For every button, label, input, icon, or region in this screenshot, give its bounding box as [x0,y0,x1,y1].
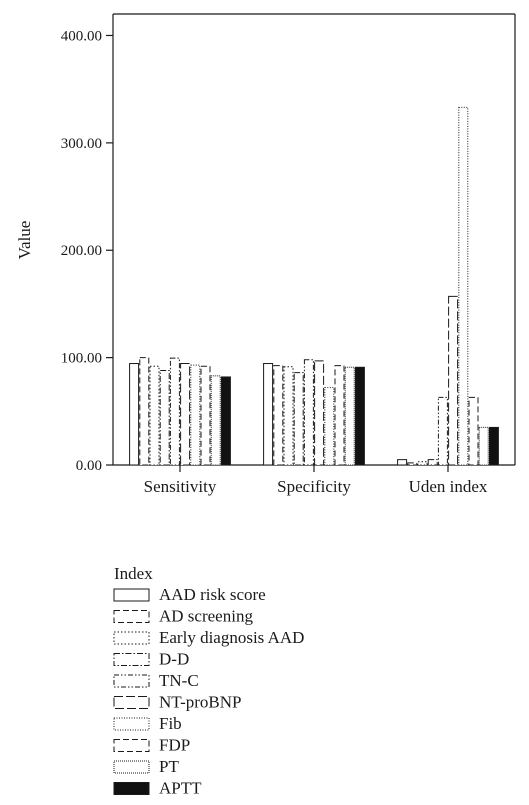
legend-label: TN-C [159,671,199,690]
bar-nt-probnp-uden-index [448,295,459,466]
legend-swatch [113,631,150,645]
legend-label: APTT [159,779,202,798]
bar-early-diagnosis-aad-uden-index [417,461,428,466]
legend-swatch [113,760,150,774]
legend-swatch [113,588,150,602]
legend-label: NT-proBNP [159,693,242,712]
category-label: Specificity [277,477,351,496]
y-tick-label: 400.00 [61,28,102,44]
bars [129,106,499,466]
bar-tn-c-uden-index [437,396,448,466]
category-label: Uden index [409,477,488,496]
bar-aad-risk-score-sensitivity [129,363,140,466]
y-tick-label: 0.00 [76,458,102,474]
bar-d-d-uden-index [427,459,438,466]
bar-ad-screening-sensitivity [139,357,150,466]
bar-fdp-specificity [334,365,345,466]
legend-swatch [113,782,150,795]
legend-swatch [113,674,150,688]
y-axis-ticks: 0.00 100.00 200.00 300.00 400.00 [61,28,113,474]
bar-aptt-sensitivity [220,376,231,466]
legend-label: PT [159,757,179,776]
bar-early-diagnosis-aad-sensitivity [149,365,160,466]
bar-fdp-uden-index [468,396,479,466]
legend-swatch [113,653,150,666]
bar-nt-probnp-sensitivity [180,363,191,466]
bar-aptt-specificity [354,366,365,466]
bar-fdp-sensitivity [200,365,211,466]
legend-label: D-D [159,650,189,669]
legend-swatch [113,696,150,709]
legend-swatch [113,717,150,731]
y-tick-label: 300.00 [61,136,102,152]
bar-pt-sensitivity [210,375,221,466]
category-label: Sensitivity [144,477,217,496]
bar-tn-c-specificity [303,359,314,466]
bar-fib-sensitivity [190,364,201,466]
bar-aad-risk-score-uden-index [397,459,408,466]
legend-label: Fib [159,714,182,733]
bar-aptt-uden-index [488,426,499,466]
legend-swatch [113,610,150,623]
legend: AAD risk score AD screening Early diagnosi… [113,585,304,798]
legend-label: Early diagnosis AAD [159,628,304,647]
legend-label: AAD risk score [159,585,266,604]
bar-early-diagnosis-aad-specificity [283,366,294,466]
legend-label: AD screening [159,607,253,626]
category-labels: Sensitivity Specificity Uden index [144,465,488,496]
bar-ad-screening-uden-index [407,462,418,466]
y-axis-title: Value [15,221,34,260]
y-tick-label: 100.00 [61,351,102,367]
bar-d-d-specificity [293,372,304,466]
bar-fib-specificity [324,387,335,466]
legend-title: Index [114,564,153,583]
bar-tn-c-sensitivity [169,357,180,466]
bar-pt-uden-index [478,426,489,466]
bar-ad-screening-specificity [273,365,284,466]
bar-d-d-sensitivity [159,370,170,466]
bar-fib-uden-index [458,106,469,466]
bar-pt-specificity [344,366,355,466]
legend-label: FDP [159,736,190,755]
y-tick-label: 200.00 [61,243,102,259]
legend-swatch [113,739,150,752]
bar-aad-risk-score-specificity [263,363,274,466]
bar-nt-probnp-specificity [314,360,325,466]
